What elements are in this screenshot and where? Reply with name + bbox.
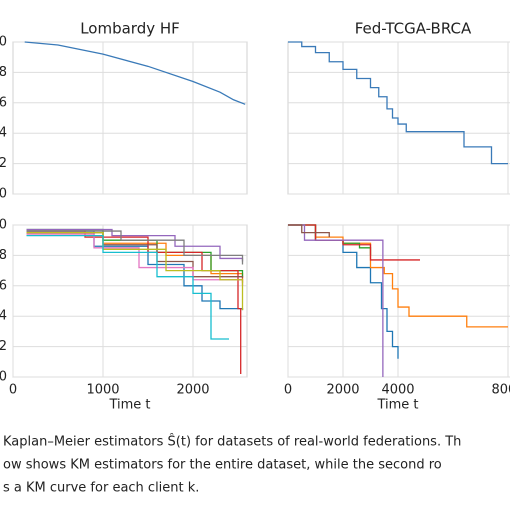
y-tick-label: 0.2 [0, 156, 7, 171]
axes-frame [12, 41, 248, 195]
y-tick-label: 1.0 [0, 218, 7, 233]
y-tick-label: 0.6 [0, 278, 7, 293]
y-tick-label: 0.0 [0, 187, 7, 202]
y-tick-label: 0.0 [0, 370, 7, 385]
x-tick-label: 2000 [176, 383, 209, 398]
km-curve [26, 230, 244, 265]
km-curve [288, 224, 508, 328]
y-tick-label: 0.4 [0, 126, 7, 141]
x-tick-label: 0 [284, 383, 292, 398]
km-curve [26, 234, 229, 340]
y-tick-label: 0.4 [0, 309, 7, 324]
y-tick-label: 0.8 [0, 248, 7, 263]
x-tick-label: 0 [9, 383, 17, 398]
caption-line: s a KM curve for each client k. [3, 481, 199, 496]
x-tick-label: 8000 [491, 383, 510, 398]
y-tick-label: 1.0 [0, 35, 7, 50]
km-curve [24, 41, 246, 105]
km-curve [288, 224, 330, 238]
km-curve [288, 224, 420, 261]
km-curve [26, 233, 244, 286]
caption-line: ow shows KM estimators for the entire da… [3, 458, 442, 473]
x-tick-label: 2000 [326, 383, 359, 398]
x-tick-label: 4000 [381, 383, 414, 398]
x-axis-label: Time t [108, 398, 150, 413]
panel-title: Fed-TCGA-BRCA [355, 20, 472, 38]
x-tick-label: 1000 [86, 383, 119, 398]
axes-frame [287, 41, 510, 195]
km-curve [288, 41, 508, 165]
y-tick-label: 0.8 [0, 65, 7, 80]
panel-title: Lombardy HF [80, 20, 180, 38]
y-tick-label: 0.2 [0, 339, 7, 354]
axes-frame [287, 224, 510, 378]
y-tick-label: 0.6 [0, 95, 7, 110]
caption-line: Kaplan–Meier estimators Ŝ(t) for dataset… [3, 434, 461, 450]
x-axis-label: Time t [376, 398, 418, 413]
